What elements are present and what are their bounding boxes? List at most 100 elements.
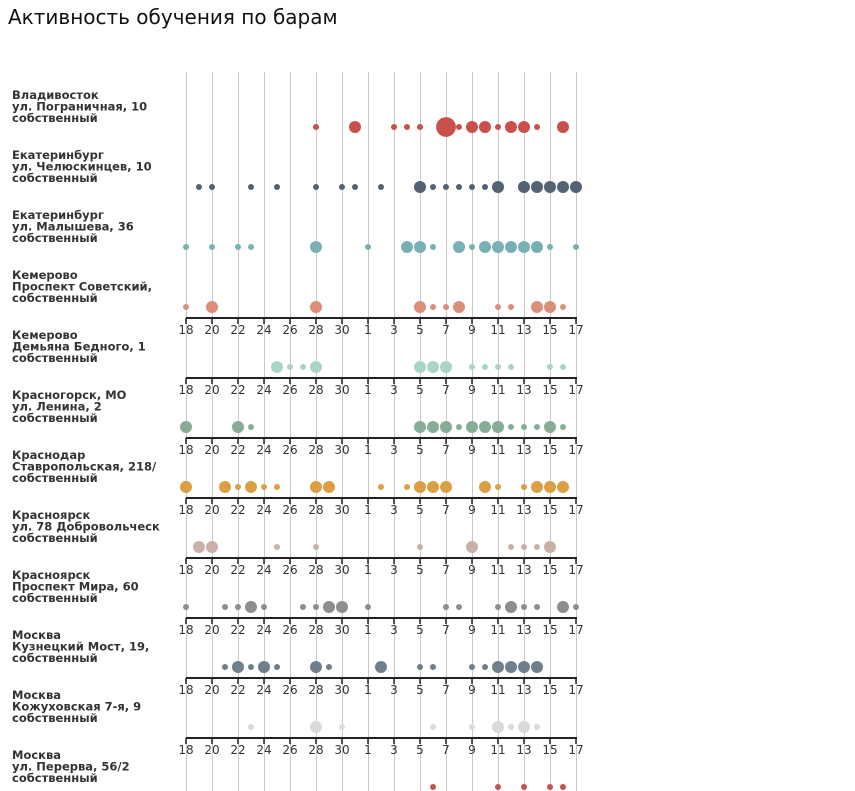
data-dot [521,484,527,490]
tick-label: 28 [308,563,323,577]
data-dot [531,241,543,253]
data-dot [235,244,241,250]
data-dot [430,304,436,310]
tick-label: 9 [468,683,476,697]
data-dot [404,124,410,130]
data-dot [505,661,517,673]
tick-label: 22 [230,383,245,397]
tick-label: 15 [542,323,557,337]
tick-label: 3 [390,443,398,457]
data-dot [414,181,426,193]
data-dot [544,481,556,493]
tick-label: 3 [390,683,398,697]
data-dot [430,244,436,250]
data-dot [534,724,540,730]
row-label: Красногорск, МО [12,388,127,402]
row-label: Проспект Мира, 60 [12,580,139,594]
data-dot [573,244,579,250]
tick-label: 1 [364,383,372,397]
data-dot [310,661,322,673]
data-dot [326,664,332,670]
data-dot [479,121,491,133]
tick-label: 1 [364,623,372,637]
tick-label: 26 [282,743,297,757]
tick-label: 20 [204,623,219,637]
data-dot [531,181,543,193]
data-dot [414,301,426,313]
tick-label: 20 [204,323,219,337]
tick-label: 17 [568,683,583,697]
tick-label: 7 [442,623,450,637]
data-dot [183,304,189,310]
row-label: собственный [12,411,98,425]
data-dot [206,301,218,313]
data-dot [570,181,582,193]
data-dot [375,661,387,673]
data-dot [456,184,462,190]
tick-label: 7 [442,383,450,397]
data-dot [456,604,462,610]
data-dot [557,481,569,493]
data-dot [466,541,478,553]
data-dot [518,121,530,133]
data-dot [560,304,566,310]
tick-label: 13 [516,443,531,457]
data-dot [469,184,475,190]
tick-label: 15 [542,443,557,457]
data-dot [310,481,322,493]
data-dot [521,604,527,610]
tick-label: 1 [364,503,372,517]
data-dot [469,664,475,670]
tick-label: 17 [568,743,583,757]
row-label: ул. Малышева, 36 [12,220,134,234]
data-dot [222,604,228,610]
tick-label: 5 [416,323,424,337]
data-dot [248,184,254,190]
row-label: Кемерово [12,328,78,342]
tick-label: 13 [516,563,531,577]
data-dot [573,604,579,610]
row-label: собственный [12,231,98,245]
data-dot [258,661,270,673]
tick-label: 9 [468,383,476,397]
data-dot [261,604,267,610]
data-dot [352,184,358,190]
data-dot [414,361,426,373]
data-dot [544,421,556,433]
data-dot [248,244,254,250]
tick-label: 24 [256,743,271,757]
tick-label: 28 [308,683,323,697]
tick-label: 5 [416,743,424,757]
data-dot [414,421,426,433]
data-dot [443,184,449,190]
row-label: ул. Перерва, 56/2 [12,760,130,774]
data-dot [248,724,254,730]
data-dot [443,604,449,610]
data-dot [544,301,556,313]
data-dot [323,601,335,613]
data-dot [560,364,566,370]
data-dot [436,117,456,137]
tick-label: 26 [282,503,297,517]
row-label: Красноярск [12,508,90,522]
data-dot [508,424,514,430]
data-dot [440,361,452,373]
tick-label: 22 [230,443,245,457]
tick-label: 18 [178,323,193,337]
data-dot [479,241,491,253]
tick-label: 15 [542,503,557,517]
tick-label: 24 [256,683,271,697]
tick-label: 24 [256,563,271,577]
tick-label: 3 [390,503,398,517]
data-dot [560,784,566,790]
data-dot [508,364,514,370]
data-dot [300,604,306,610]
data-dot [404,484,410,490]
data-dot [232,661,244,673]
data-dot [469,244,475,250]
row-label: собственный [12,771,98,785]
row-label: Владивосток [12,88,99,102]
data-dot [440,421,452,433]
row-label: Проспект Советский, [12,280,152,294]
tick-label: 15 [542,623,557,637]
